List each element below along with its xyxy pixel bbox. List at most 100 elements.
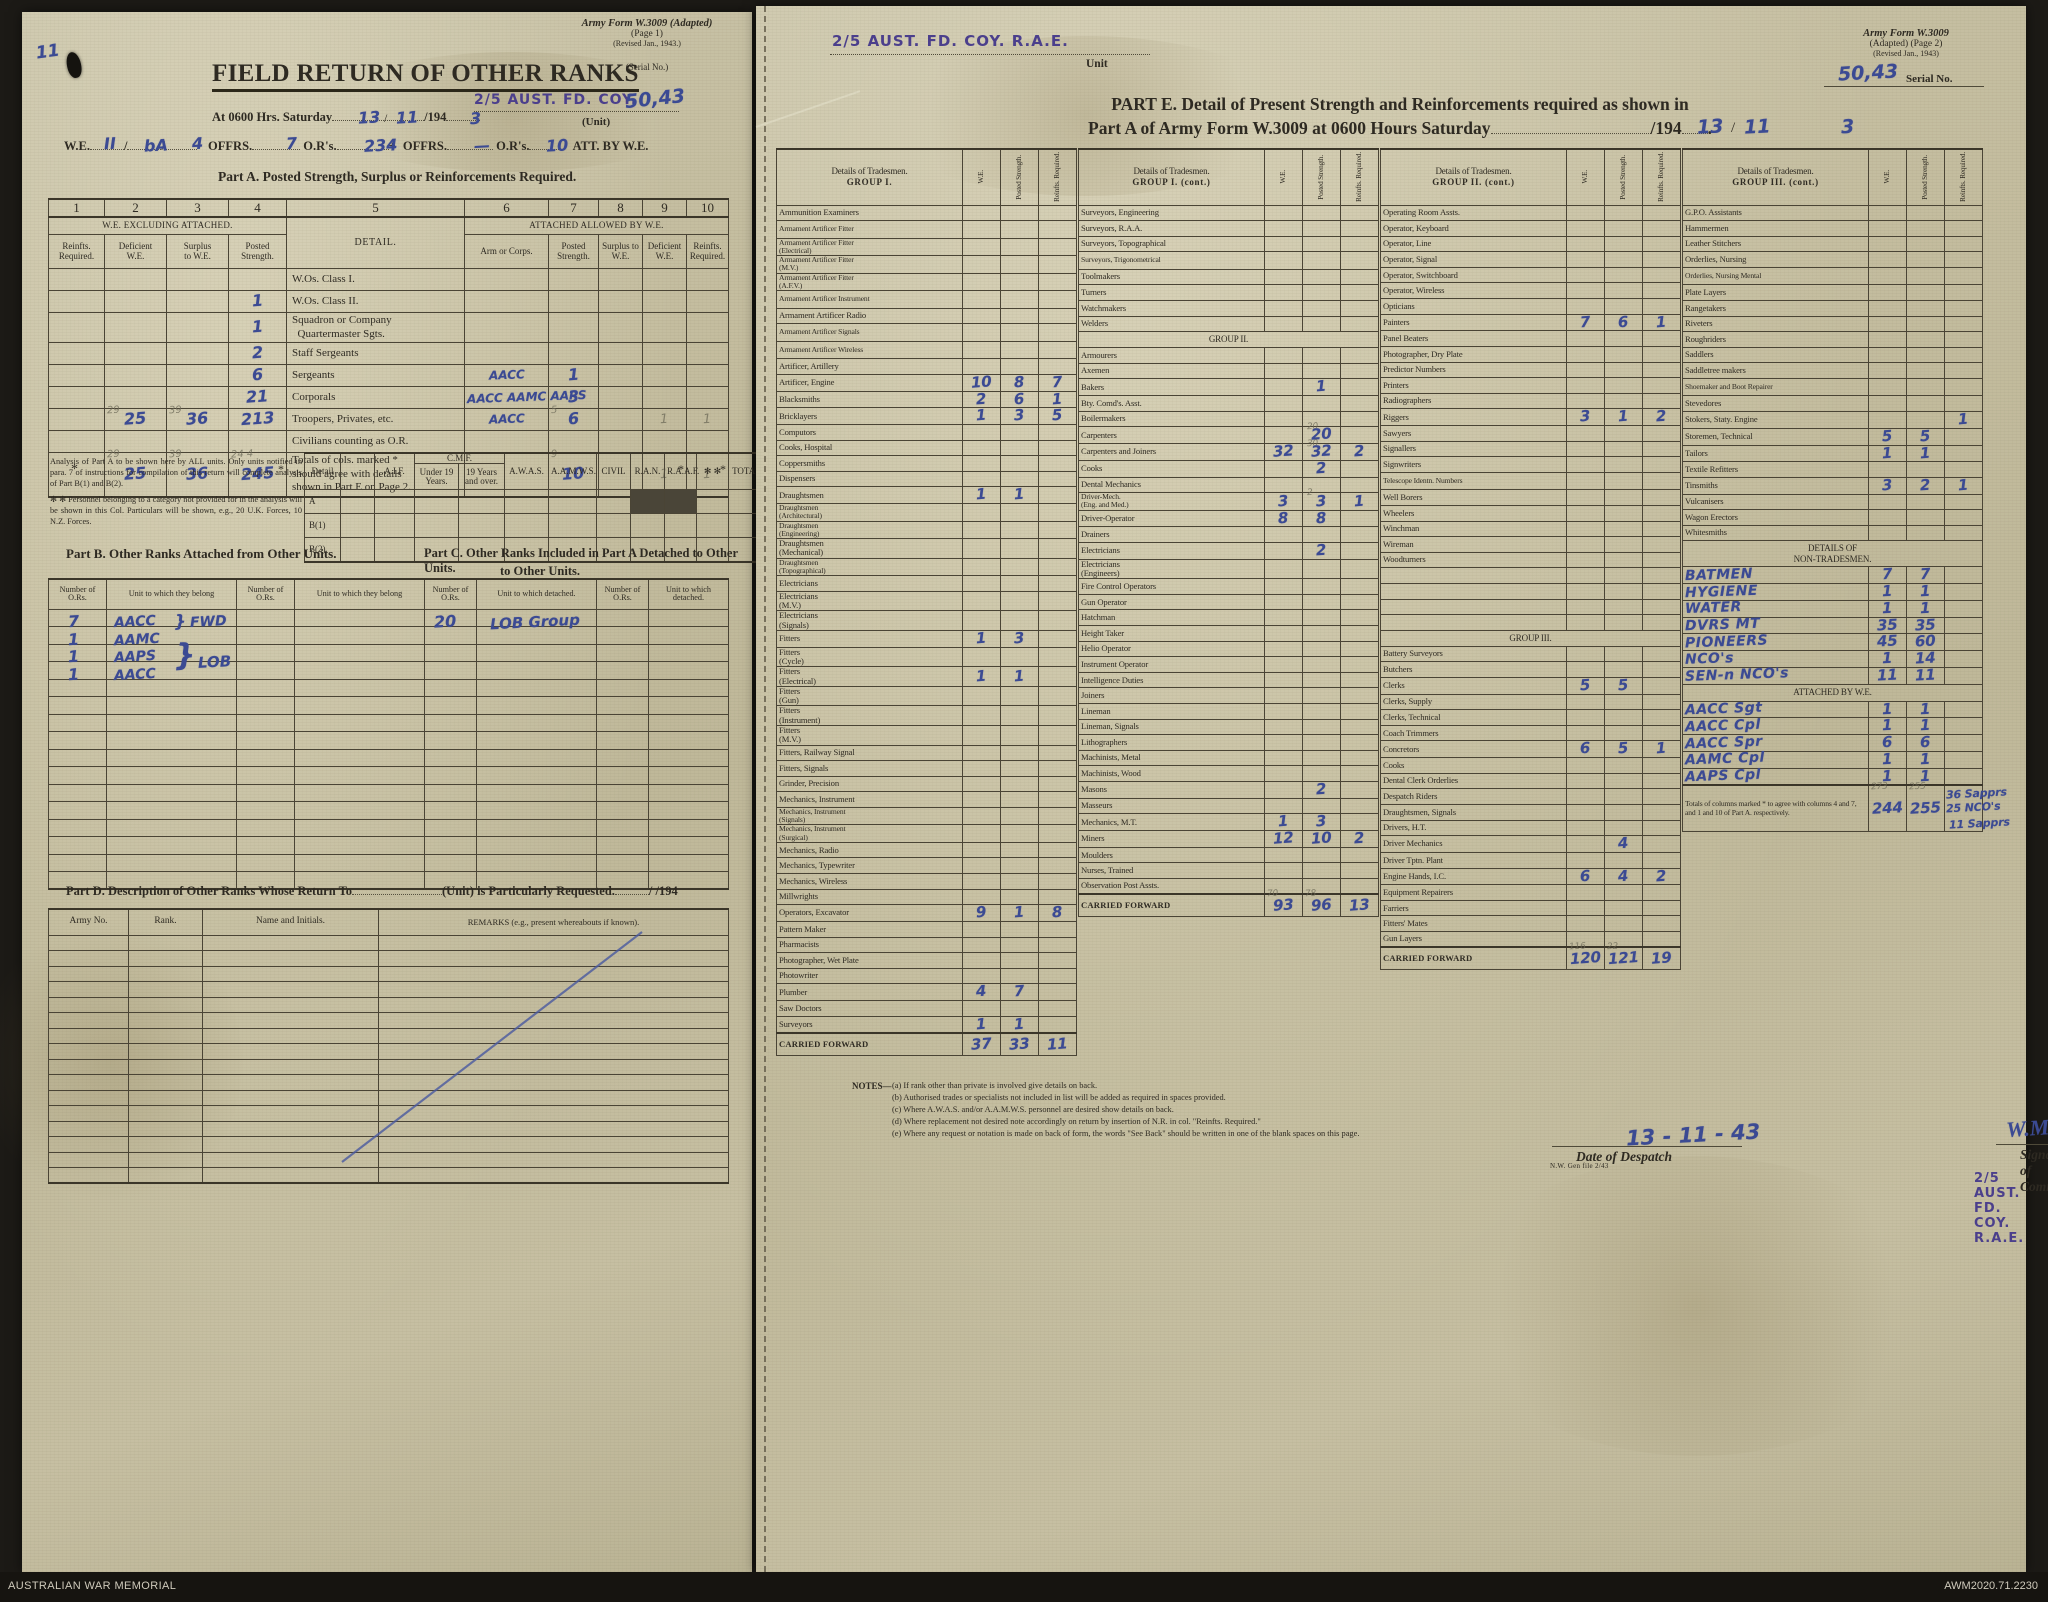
trade-ps [1000,204,1039,222]
trade-rr [1340,395,1379,412]
part-d-cell [128,965,203,982]
part-d-cell [128,1105,203,1122]
part-e-title-1: PART E. Detail of Present Strength and R… [1111,94,1689,114]
totals-note-2: 11 Sapprs [1948,815,2011,832]
trade-rr [1642,915,1681,933]
part-bc-cell [476,643,597,662]
part-d-cell [202,1167,379,1184]
trade-we [962,307,1001,325]
attached-name: AAPS Cpl [1682,767,1869,786]
part-a-arm-corps: AACC [464,364,549,388]
trade-name: Armourers [1078,347,1265,364]
trade-ps [1906,395,1945,413]
non-tradesman-rr [1944,599,1983,618]
part-d-cell [48,1027,129,1044]
trade-measure-head: Posted Strength. [1604,148,1643,206]
trade-we [1868,204,1907,222]
analysis-note-1: Analysis of Part A to be shown here by A… [50,457,302,489]
trade-row: Turners [1078,284,1379,301]
trade-row: Textile Refitters [1682,461,1983,478]
ors2-val-hw: 10 [545,135,569,156]
trade-name: Fitters (M.V.) [776,724,963,746]
trade-name [1380,614,1567,631]
trade-ps [1302,703,1341,720]
trade-name: Armament Artificer Radio [776,307,963,325]
part-bc-cell [596,766,649,785]
trade-measure-head: W.E. [1868,148,1907,206]
trade-rr [1038,204,1077,222]
trade-ps [1604,266,1643,284]
trade-ps [1604,693,1643,711]
trade-row: Dispensers [776,470,1077,488]
form-page-1: 11 Army Form W.3009 (Adapted) (Page 1) (… [0,12,768,1572]
part-a-c7 [548,342,599,366]
trade-we [1868,493,1907,511]
trade-we [1264,541,1303,560]
part-bc-cell [236,696,295,715]
trade-rr [1038,323,1077,342]
trade-row: Photographer, Dry Plate [1380,346,1681,363]
trade-we [1868,284,1907,301]
trade-name: Tailors [1682,444,1869,463]
analysis-cell [664,537,698,563]
trade-row: Watchmakers [1078,299,1379,317]
trade-ps [1302,268,1341,286]
trade-ps [1000,323,1039,342]
trade-row: Draughtsmen (Engineering) [776,520,1077,540]
trade-name: Equipment Repairers [1380,884,1567,901]
non-tradesman-name: DVRS MT [1682,616,1869,634]
part-d-cell [48,1120,129,1137]
attached-we: 1 [1868,750,1907,769]
trade-ps [1604,456,1643,473]
part-a-group-right: ATTACHED ALLOWED BY W.E. [464,216,729,236]
trade-row: Welders [1078,315,1379,333]
trade-name: Armament Artificer Fitter (Electrical) [776,237,963,257]
trade-ps [1604,361,1643,379]
trade-we [1566,709,1605,726]
trade-we [1264,749,1303,767]
part-bc-cell [476,836,597,855]
trade-we: 3 [1264,491,1303,511]
trade-ps [1000,775,1039,793]
part-a-colnum: 3 [166,198,229,218]
trade-we [1566,505,1605,522]
trade-name: Fitters, Signals [776,760,963,777]
trade-name: Photographer, Wet Plate [776,952,963,969]
serial-underline [1824,86,1984,87]
part-bc-cell [294,713,425,732]
non-tradesman-rr [1944,666,1983,685]
trade-rr [1340,459,1379,478]
trade-we [1566,851,1605,869]
trade-we [1868,299,1907,317]
trade-rr [1038,983,1077,1002]
trade-we [1264,734,1303,751]
trade-ps [1000,857,1039,875]
part-a-c4: 21 [228,386,287,410]
part-bc-cell [106,836,237,855]
trade-we [1264,578,1303,595]
trade-row: Tailors 1 1 [1682,443,1983,463]
part-a-c9 [642,430,687,454]
part-b-brace-label: FWD [189,613,228,631]
part-bc-cell [48,801,107,820]
part-e-date-month: 11 [1743,115,1772,139]
trade-rr [1642,931,1681,948]
part-a-c3 [166,268,229,292]
carried-forward-rr: 11 [1038,1032,1077,1056]
trade-we [1566,567,1605,584]
trade-we: 1 [962,406,1001,426]
part-a-colnum: 5 [286,198,465,218]
part-bc-row [48,661,729,680]
trade-ps [1604,709,1643,726]
trade-ps [1604,757,1643,774]
trade-name: Armament Artificer Instrument [776,290,963,309]
trade-we [962,272,1001,292]
trade-ps: 2 [1302,458,1341,478]
trade-rr [1642,251,1681,268]
trade-measure-head: Posted Strength. [1302,148,1341,206]
part-a-col-head: Surplus to W.E. [598,234,643,270]
trade-we [962,340,1001,360]
part-bc-cell [648,713,729,732]
non-tradesman-rr [1944,583,1983,601]
trade-we: 6 [1566,739,1605,759]
